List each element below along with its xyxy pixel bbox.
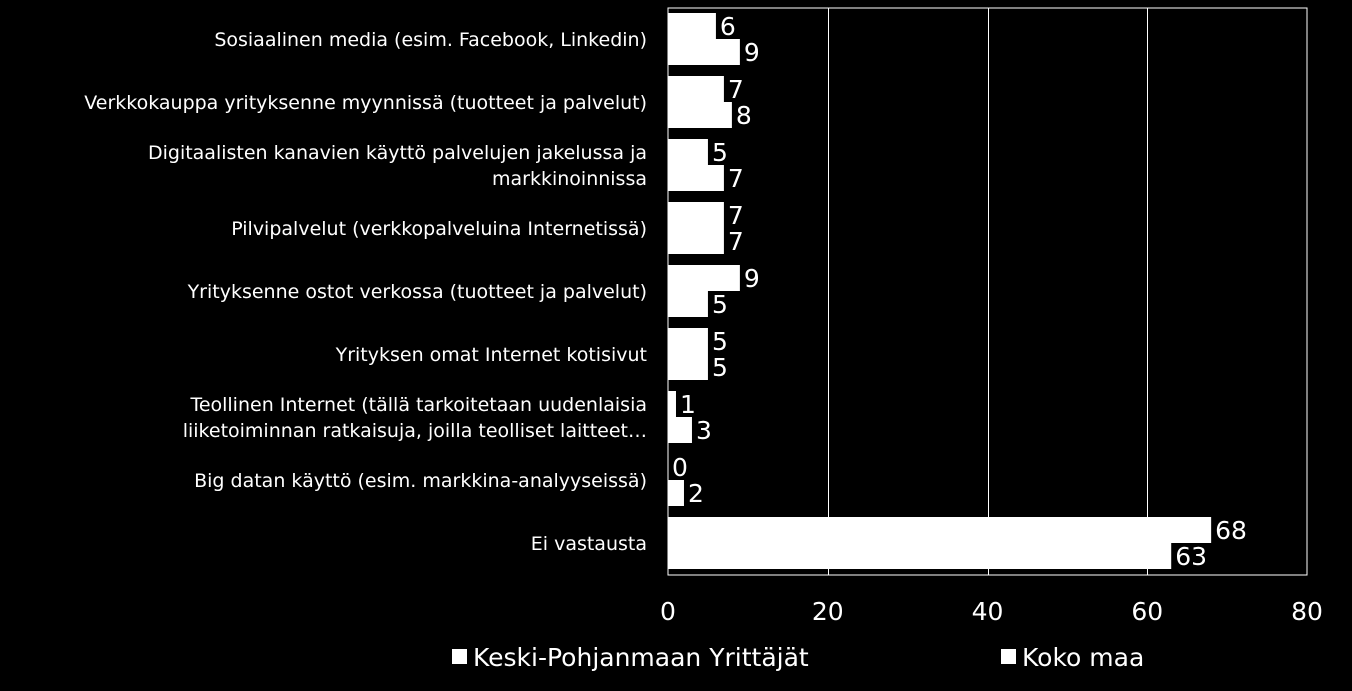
bar-keski-pohjanmaa-8 bbox=[668, 517, 1212, 543]
data-label-0-4: 9 bbox=[744, 264, 760, 293]
bar-keski-pohjanmaa-5 bbox=[668, 328, 708, 354]
data-label-1-3: 7 bbox=[728, 227, 744, 256]
data-label-0-0: 6 bbox=[720, 12, 736, 41]
data-label-0-5: 5 bbox=[712, 327, 728, 356]
bar-keski-pohjanmaa-3 bbox=[668, 202, 724, 228]
data-label-1-0: 9 bbox=[744, 38, 760, 67]
category-label-0: Sosiaalinen media (esim. Facebook, Linke… bbox=[214, 29, 647, 51]
category-label-3: Pilvipalvelut (verkkopalveluina Internet… bbox=[231, 218, 647, 240]
category-label-4: Yrityksenne ostot verkossa (tuotteet ja … bbox=[187, 281, 647, 303]
bar-keski-pohjanmaa-6 bbox=[668, 391, 676, 417]
bar-keski-pohjanmaa-2 bbox=[668, 139, 708, 165]
bar-koko-maa-5 bbox=[668, 354, 708, 380]
x-tick-label-40: 40 bbox=[972, 597, 1004, 626]
x-tick-label-60: 60 bbox=[1131, 597, 1163, 626]
data-label-1-6: 3 bbox=[696, 416, 712, 445]
legend-label-1: Koko maa bbox=[1022, 643, 1144, 672]
bar-keski-pohjanmaa-0 bbox=[668, 13, 716, 39]
x-tick-label-20: 20 bbox=[812, 597, 844, 626]
category-label-7: Big datan käyttö (esim. markkina-analyys… bbox=[194, 470, 647, 492]
bar-koko-maa-1 bbox=[668, 102, 732, 128]
bar-koko-maa-4 bbox=[668, 291, 708, 317]
category-label-6: Teollinen Internet (tällä tarkoitetaan u… bbox=[189, 394, 647, 416]
bar-keski-pohjanmaa-4 bbox=[668, 265, 740, 291]
data-label-1-1: 8 bbox=[736, 101, 752, 130]
legend: Keski-Pohjanmaan Yrittäjät Koko maa bbox=[452, 643, 1144, 672]
category-label-1: Verkkokauppa yrityksenne myynnissä (tuot… bbox=[84, 92, 647, 114]
data-label-1-4: 5 bbox=[712, 290, 728, 319]
data-label-0-2: 5 bbox=[712, 138, 728, 167]
legend-swatch-0 bbox=[452, 649, 467, 664]
data-label-1-8: 63 bbox=[1175, 542, 1207, 571]
data-label-0-3: 7 bbox=[728, 201, 744, 230]
bar-koko-maa-8 bbox=[668, 543, 1172, 569]
bars bbox=[668, 13, 1212, 569]
data-label-0-1: 7 bbox=[728, 75, 744, 104]
data-label-1-7: 2 bbox=[688, 479, 704, 508]
data-label-0-8: 68 bbox=[1215, 516, 1247, 545]
x-axis: 0 20 40 60 80 bbox=[660, 597, 1323, 626]
data-label-1-5: 5 bbox=[712, 353, 728, 382]
bar-koko-maa-6 bbox=[668, 417, 692, 443]
category-label-2: markkinoinnissa bbox=[492, 168, 647, 190]
data-label-0-7: 0 bbox=[672, 453, 688, 482]
category-label-2: Digitaalisten kanavien käyttö palvelujen… bbox=[148, 142, 647, 164]
legend-swatch-1 bbox=[1001, 649, 1016, 664]
bar-koko-maa-0 bbox=[668, 39, 740, 65]
x-tick-label-0: 0 bbox=[660, 597, 676, 626]
x-tick-label-80: 80 bbox=[1291, 597, 1323, 626]
data-label-1-2: 7 bbox=[728, 164, 744, 193]
bar-koko-maa-3 bbox=[668, 228, 724, 254]
category-label-8: Ei vastausta bbox=[531, 533, 647, 555]
bar-koko-maa-7 bbox=[668, 480, 684, 506]
bar-keski-pohjanmaa-1 bbox=[668, 76, 724, 102]
bar-koko-maa-2 bbox=[668, 165, 724, 191]
category-label-5: Yrityksen omat Internet kotisivut bbox=[335, 344, 647, 366]
plot-area-border bbox=[667, 7, 1308, 576]
gridlines bbox=[667, 7, 1308, 576]
category-label-6: liiketoiminnan ratkaisuja, joilla teolli… bbox=[183, 420, 647, 442]
legend-label-0: Keski-Pohjanmaan Yrittäjät bbox=[473, 643, 809, 672]
data-label-0-6: 1 bbox=[680, 390, 696, 419]
